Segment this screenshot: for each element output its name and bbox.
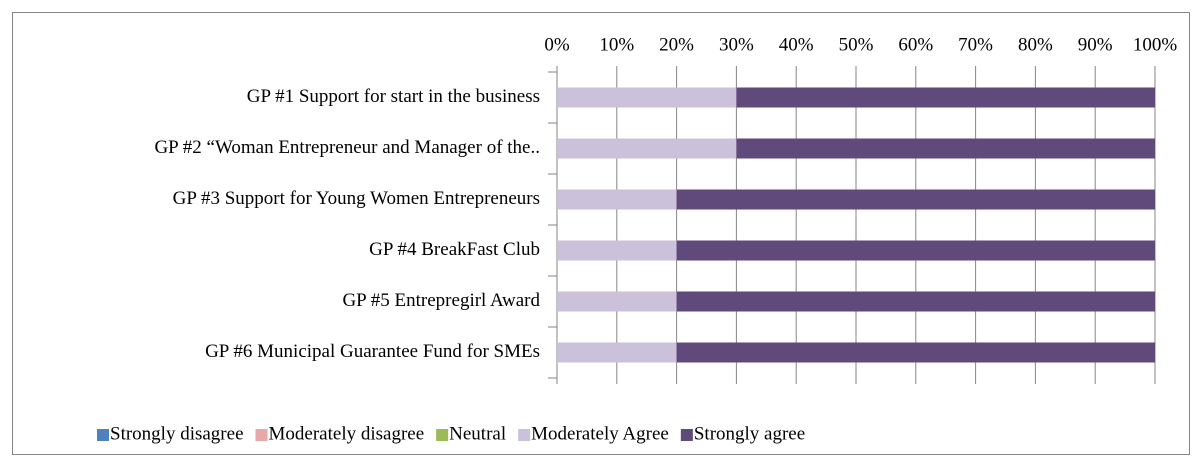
bar-segment <box>557 87 737 108</box>
x-tick-label: 50% <box>839 34 874 55</box>
legend-swatch <box>255 429 268 441</box>
chart-frame <box>12 12 1190 455</box>
legend-label: Moderately Agree <box>531 423 669 444</box>
bar-segment <box>557 189 677 210</box>
y-tick-label: GP #6 Municipal Guarantee Fund for SMEs <box>205 341 540 362</box>
x-tick-label: 80% <box>1018 34 1053 55</box>
bar-segment <box>736 87 1155 108</box>
legend-swatch <box>518 429 531 441</box>
x-tick-label: 20% <box>659 34 694 55</box>
legend-swatch <box>436 429 449 441</box>
bar-segment <box>557 240 677 261</box>
x-tick-label: 60% <box>898 34 933 55</box>
legend-label: Strongly agree <box>694 423 805 444</box>
bar-segment <box>557 342 677 363</box>
x-tick-label: 40% <box>779 34 814 55</box>
bar-segment <box>676 240 1155 261</box>
bar-segment <box>676 342 1155 363</box>
x-tick-label: 90% <box>1078 34 1113 55</box>
legend-label: Neutral <box>449 423 506 444</box>
legend-label: Strongly disagree <box>110 423 244 444</box>
y-tick-label: GP #5 Entrepregirl Award <box>342 290 540 311</box>
bar-segment <box>676 291 1155 312</box>
legend-swatch <box>680 429 693 441</box>
bar-segment <box>736 138 1155 159</box>
legend-label: Moderately disagree <box>269 423 425 444</box>
x-tick-label: 70% <box>958 34 993 55</box>
y-tick-label: GP #1 Support for start in the business <box>247 86 540 107</box>
bar-segment <box>557 291 677 312</box>
x-tick-label: 10% <box>599 34 634 55</box>
y-tick-label: GP #2 “Woman Entrepreneur and Manager of… <box>154 137 540 158</box>
bar-segment <box>557 138 737 159</box>
y-tick-label: GP #4 BreakFast Club <box>369 239 540 260</box>
legend-swatch <box>97 429 109 441</box>
bar-segment <box>676 189 1155 210</box>
x-tick-label: 30% <box>719 34 754 55</box>
y-tick-label: GP #3 Support for Young Women Entreprene… <box>173 188 540 209</box>
x-tick-label: 100% <box>1133 34 1178 55</box>
x-tick-label: 0% <box>544 34 570 55</box>
